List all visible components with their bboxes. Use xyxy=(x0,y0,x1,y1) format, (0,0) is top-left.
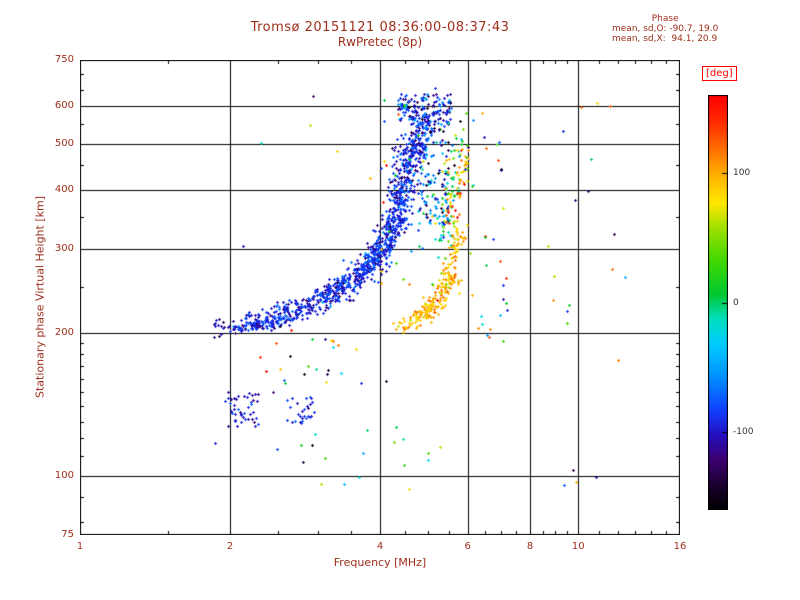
y-tick-label: 400 xyxy=(54,183,74,195)
y-tick-label: 500 xyxy=(54,137,74,149)
x-tick-label: 1 xyxy=(76,541,84,552)
y-tick-label: 75 xyxy=(61,529,74,540)
colorbar-tick-label: 0 xyxy=(733,298,739,308)
y-tick-label: 100 xyxy=(54,469,74,481)
phase-stats-heading: Phase xyxy=(651,14,679,24)
x-tick-label: 16 xyxy=(673,541,687,552)
colorbar-unit-label: [deg] xyxy=(702,66,737,81)
chart-subtitle: RwPretec (8p) xyxy=(337,35,423,49)
x-tick-label: 4 xyxy=(376,541,384,552)
x-tick-label: 6 xyxy=(464,541,471,552)
y-tick-label: 200 xyxy=(54,326,74,338)
colorbar xyxy=(708,95,728,510)
colorbar-tick-label: -100 xyxy=(733,427,754,437)
colorbar-gradient xyxy=(708,95,728,510)
scatter-canvas xyxy=(80,60,680,535)
phase-stats-x-mode: mean, sd,X: 94.1, 20.9 xyxy=(612,34,718,44)
y-tick-label: 600 xyxy=(54,100,74,112)
colorbar-tick-label: 100 xyxy=(733,168,751,178)
x-tick-label: 8 xyxy=(526,541,534,552)
y-tick-label: 750 xyxy=(54,54,74,65)
y-axis-label: Stationary phase Virtual Height [km] xyxy=(33,195,47,399)
y-tick-label: 300 xyxy=(54,243,74,255)
plot-area xyxy=(80,60,680,535)
x-axis-label: Frequency [MHz] xyxy=(333,556,427,569)
phase-stats-block: Phase mean, sd,O: -90.7, 19.0 mean, sd,X… xyxy=(612,14,718,44)
chart-title: Tromsø 20151121 08:36:00-08:37:43 xyxy=(250,20,510,35)
phase-stats-o-mode: mean, sd,O: -90.7, 19.0 xyxy=(612,24,719,34)
x-tick-label: 10 xyxy=(571,541,585,552)
x-tick-label: 2 xyxy=(226,541,234,552)
